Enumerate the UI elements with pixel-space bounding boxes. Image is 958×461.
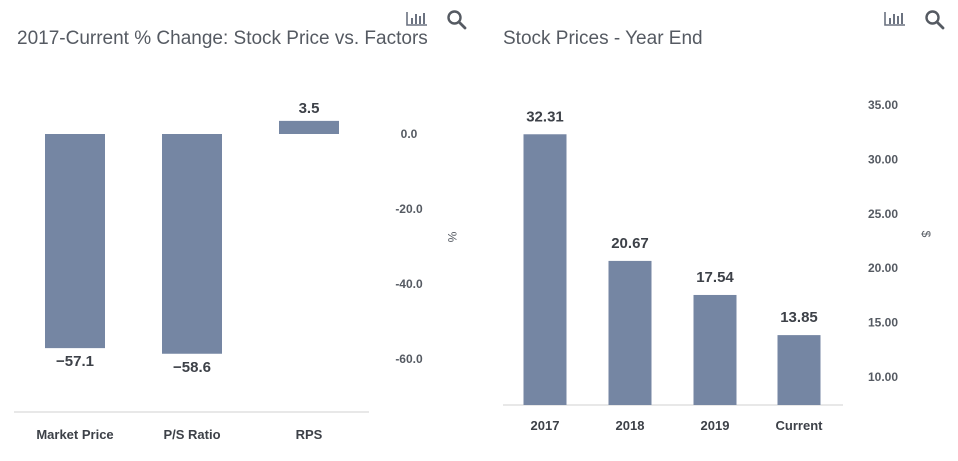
bar-p-s-ratio [162, 134, 222, 354]
bar-2017 [523, 134, 567, 405]
category-label: P/S Ratio [163, 427, 220, 442]
chart-title-left: 2017-Current % Change: Stock Price vs. F… [17, 28, 428, 49]
category-label: 2019 [701, 418, 730, 433]
category-label: Market Price [36, 427, 113, 442]
data-label: 3.5 [299, 100, 320, 117]
data-label: −58.6 [173, 359, 211, 376]
y-tick-label: 30.00 [868, 152, 898, 166]
search-icon[interactable] [446, 9, 468, 31]
y-tick-label: 25.00 [868, 207, 898, 221]
chart-title-right: Stock Prices - Year End [503, 28, 703, 49]
y-axis-title: $ [919, 231, 933, 238]
bar-current [777, 335, 821, 405]
y-tick-label: 15.00 [868, 316, 898, 330]
data-label: 17.54 [696, 269, 734, 286]
category-label: 2017 [531, 418, 560, 433]
y-tick-label: -40.0 [395, 277, 423, 291]
y-tick-label: 10.00 [868, 370, 898, 384]
data-label: 13.85 [780, 309, 818, 326]
category-label: RPS [296, 427, 323, 442]
data-label: −57.1 [56, 353, 94, 370]
category-label: 2018 [616, 418, 645, 433]
category-label: Current [776, 418, 824, 433]
y-tick-label: -60.0 [395, 352, 423, 366]
bar-rps [279, 120, 339, 134]
y-tick-label: 20.00 [868, 261, 898, 275]
y-tick-label: -20.0 [395, 202, 423, 216]
bar-market-price [45, 134, 105, 349]
y-tick-label: 0.0 [401, 127, 418, 141]
bar-chart-icon[interactable] [883, 10, 907, 28]
bar-chart-icon[interactable] [405, 10, 429, 28]
y-axis-title: % [445, 232, 459, 243]
search-icon[interactable] [924, 9, 946, 31]
data-label: 20.67 [611, 235, 649, 252]
y-tick-label: 35.00 [868, 98, 898, 112]
data-label: 32.31 [526, 108, 564, 125]
bar-2019 [693, 294, 737, 405]
bar-2018 [608, 260, 652, 405]
